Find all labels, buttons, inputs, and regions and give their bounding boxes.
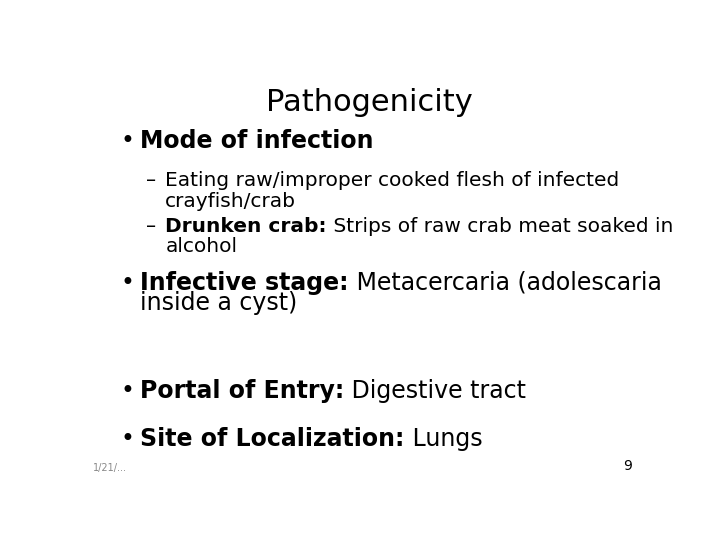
Text: 9: 9	[624, 459, 632, 473]
Text: •: •	[121, 427, 135, 450]
Text: –: –	[145, 217, 156, 235]
Text: •: •	[121, 379, 135, 403]
Text: 1/21/...: 1/21/...	[93, 463, 127, 473]
Text: –: –	[145, 171, 156, 190]
Text: Metacercaria (adolescaria: Metacercaria (adolescaria	[348, 271, 662, 295]
Text: Infective stage:: Infective stage:	[140, 271, 348, 295]
Text: Lungs: Lungs	[405, 427, 482, 450]
Text: inside a cyst): inside a cyst)	[140, 292, 297, 315]
Text: Pathogenicity: Pathogenicity	[266, 87, 472, 117]
Text: Eating raw/improper cooked flesh of infected: Eating raw/improper cooked flesh of infe…	[166, 171, 620, 190]
Text: alcohol: alcohol	[166, 238, 238, 256]
Text: Digestive tract: Digestive tract	[344, 379, 526, 403]
Text: •: •	[121, 129, 135, 153]
Text: Mode of infection: Mode of infection	[140, 129, 374, 153]
Text: Strips of raw crab meat soaked in: Strips of raw crab meat soaked in	[327, 217, 673, 235]
Text: Drunken crab:: Drunken crab:	[166, 217, 327, 235]
Text: •: •	[121, 271, 135, 295]
Text: Site of Localization:: Site of Localization:	[140, 427, 405, 450]
Text: Portal of Entry:: Portal of Entry:	[140, 379, 344, 403]
Text: crayfish/crab: crayfish/crab	[166, 192, 297, 211]
